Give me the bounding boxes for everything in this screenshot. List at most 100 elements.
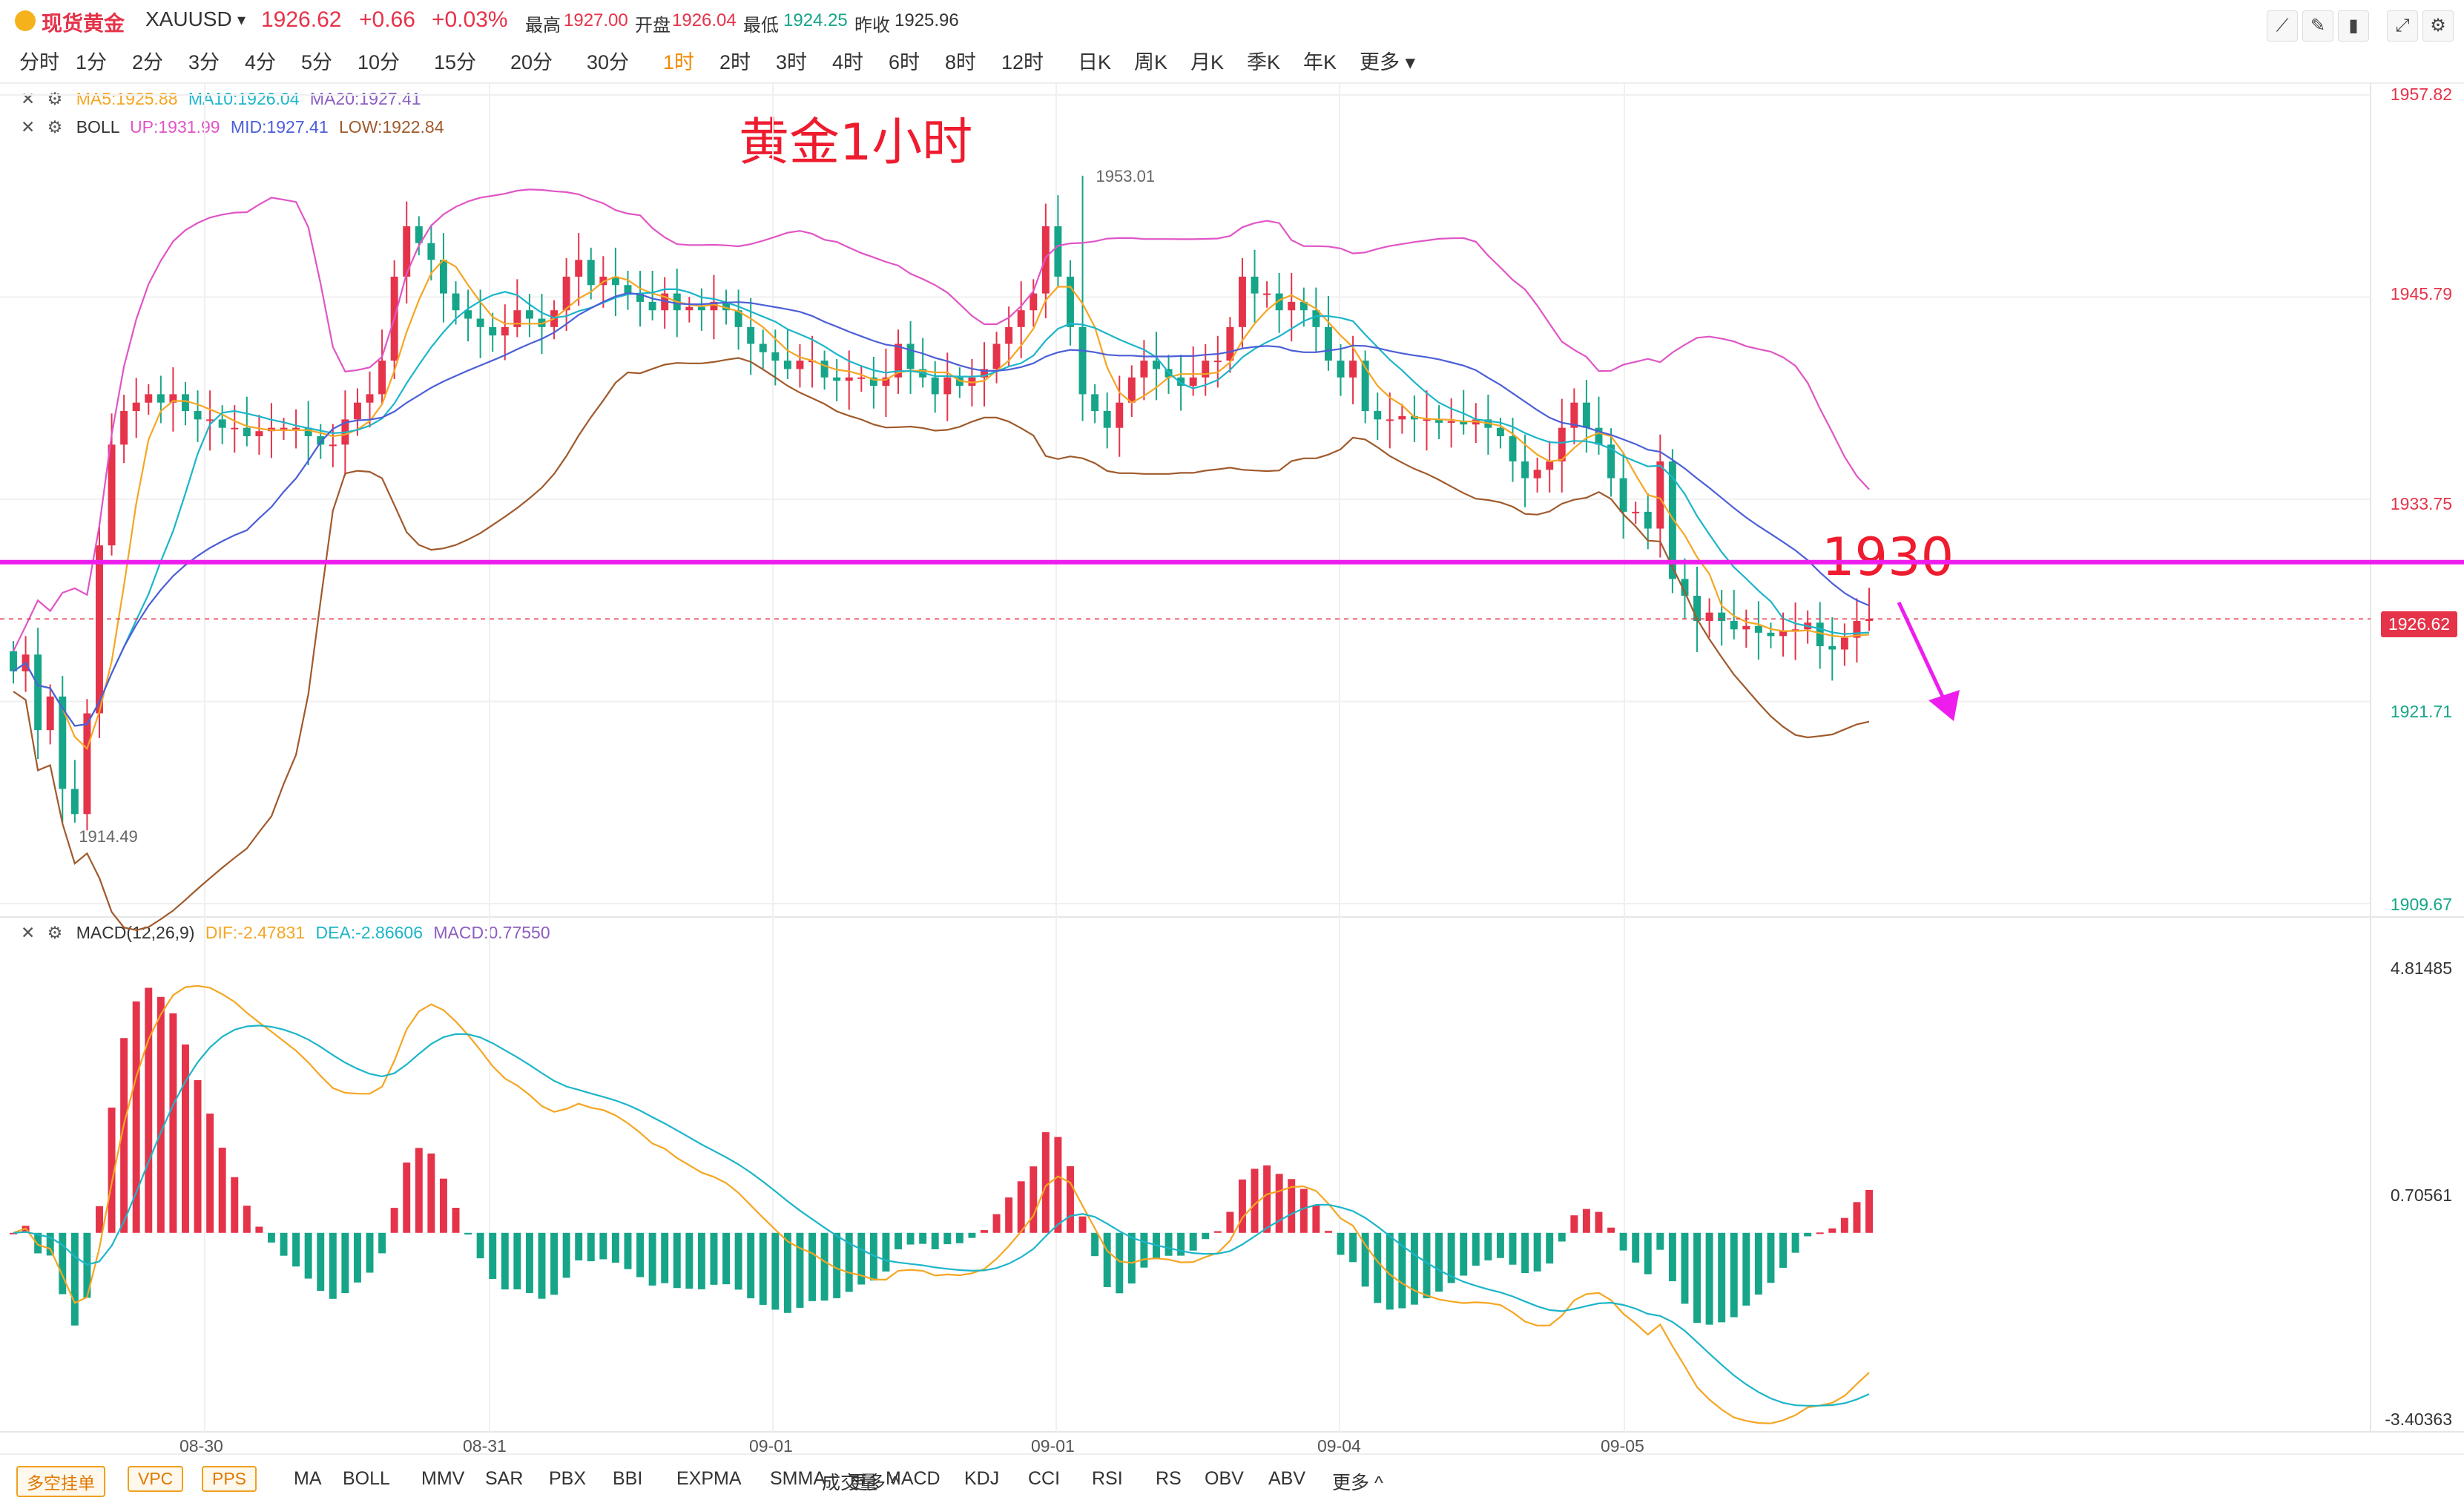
timeframe-15[interactable]: 8时: [945, 51, 977, 73]
sub-indicator-3[interactable]: CCI: [1028, 1468, 1061, 1489]
macd-histogram-bar: [1017, 1181, 1025, 1233]
main-indicator-5[interactable]: BBI: [613, 1468, 643, 1489]
timeframe-14[interactable]: 6时: [889, 51, 920, 73]
timeframe-4[interactable]: 4分: [245, 51, 277, 73]
macd-histogram-bar: [427, 1153, 435, 1233]
close-icon[interactable]: ✕: [21, 117, 36, 137]
instrument-name[interactable]: 现货黄金: [42, 12, 125, 35]
candle-body: [1177, 377, 1185, 387]
timeframe-18[interactable]: 周K: [1134, 51, 1168, 73]
timeframe-12[interactable]: 3时: [776, 51, 808, 73]
timeframe-20[interactable]: 季K: [1247, 51, 1281, 73]
timeframe-1[interactable]: 1分: [76, 51, 108, 73]
macd-histogram-bar: [341, 1232, 349, 1294]
macd-dif-line: [13, 984, 1870, 1424]
timeframe-16[interactable]: 12时: [1001, 51, 1044, 73]
sub-indicator-2[interactable]: KDJ: [964, 1468, 1000, 1489]
timeframe-10[interactable]: 1时: [663, 51, 695, 73]
timeframe-19[interactable]: 月K: [1190, 51, 1225, 73]
candle-body: [1030, 293, 1038, 311]
sub-indicator-6[interactable]: OBV: [1205, 1468, 1244, 1489]
macd-histogram-bar: [1275, 1174, 1283, 1233]
timeframe-5[interactable]: 5分: [301, 51, 333, 73]
macd-histogram-bar: [1299, 1188, 1308, 1233]
vpc-button[interactable]: VPC: [128, 1466, 184, 1492]
timeframe-0[interactable]: 分时: [19, 51, 59, 73]
candle-body: [1644, 511, 1652, 529]
main-indicator-8[interactable]: 更多 ^: [849, 1473, 900, 1493]
main-indicator-4[interactable]: PBX: [549, 1468, 587, 1489]
candle-body: [1742, 625, 1750, 630]
gear-icon[interactable]: ⚙: [47, 923, 63, 942]
symbol-dropdown-icon[interactable]: ▾: [237, 10, 246, 29]
timeframe-17[interactable]: 日K: [1078, 51, 1112, 73]
fullscreen-icon[interactable]: ⤢: [2387, 10, 2418, 42]
timeframe-3[interactable]: 3分: [188, 51, 220, 73]
timeframe-2[interactable]: 2分: [132, 51, 164, 73]
main-indicator-0[interactable]: MA: [294, 1468, 322, 1489]
macd-histogram-bar: [145, 987, 153, 1233]
max-price-marker: 1953.01: [1096, 167, 1156, 185]
pen-icon[interactable]: ✎: [2302, 10, 2333, 42]
candle-body: [1570, 402, 1578, 428]
timeframe-9[interactable]: 30分: [587, 51, 630, 73]
candle-body: [587, 260, 595, 286]
close-icon[interactable]: ✕: [21, 89, 36, 108]
timeframe-22[interactable]: 更多 ▾: [1360, 51, 1416, 73]
date-label: 08-31: [463, 1436, 507, 1456]
high-label: 最高: [525, 16, 561, 36]
boll-mid-label: MID:1927.41: [230, 117, 329, 137]
timeframe-21[interactable]: 年K: [1303, 51, 1337, 73]
sub-indicator-1[interactable]: MACD: [886, 1468, 941, 1489]
ma5-line: [13, 258, 1870, 751]
main-indicator-6[interactable]: EXPMA: [676, 1468, 742, 1489]
macd-histogram-bar: [415, 1148, 423, 1233]
sub-indicator-7[interactable]: ABV: [1268, 1468, 1306, 1489]
sub-indicator-4[interactable]: RSI: [1092, 1468, 1123, 1489]
macd-histogram-bar: [1030, 1166, 1038, 1233]
high-value: 1927.00: [564, 10, 628, 30]
candle-body: [1386, 419, 1394, 421]
macd-histogram-bar: [1656, 1232, 1664, 1250]
candle-body: [489, 326, 497, 336]
candle-body: [820, 361, 829, 378]
instrument-symbol[interactable]: XAUUSD: [145, 7, 232, 30]
pps-button[interactable]: PPS: [202, 1466, 257, 1492]
candle-body: [1681, 579, 1689, 596]
macd-histogram-bar: [1337, 1232, 1345, 1255]
gear-icon[interactable]: ⚙: [47, 117, 63, 137]
settings-icon[interactable]: ⚙: [2422, 10, 2454, 42]
close-icon[interactable]: ✕: [21, 923, 36, 942]
macd-histogram-bar: [1041, 1132, 1050, 1233]
timeframe-11[interactable]: 2时: [719, 51, 751, 73]
macd-histogram-bar: [734, 1232, 742, 1290]
main-indicator-1[interactable]: BOLL: [343, 1468, 390, 1489]
main-indicator-3[interactable]: SAR: [485, 1468, 524, 1489]
candle-body: [1361, 361, 1369, 412]
gear-icon[interactable]: ⚙: [47, 89, 63, 108]
long-short-orders-button[interactable]: 多空挂单: [16, 1466, 105, 1497]
main-indicator-7[interactable]: SMMA: [770, 1468, 826, 1489]
candle-style-icon[interactable]: ▮: [2338, 10, 2369, 42]
timeframe-7[interactable]: 15分: [434, 51, 477, 73]
candle-body: [1632, 511, 1640, 513]
timeframe-8[interactable]: 20分: [510, 51, 553, 73]
date-label: 09-05: [1601, 1436, 1644, 1456]
macd-histogram-bar: [489, 1232, 497, 1279]
sub-indicator-5[interactable]: RS: [1156, 1468, 1182, 1489]
sub-indicator-0[interactable]: 成交量: [822, 1473, 878, 1493]
main-indicator-2[interactable]: MMV: [421, 1468, 465, 1489]
macd-histogram-bar: [231, 1177, 239, 1233]
macd-histogram-bar: [1632, 1232, 1640, 1263]
macd-histogram-bar: [955, 1232, 963, 1243]
draw-line-icon[interactable]: ⟋: [2267, 10, 2298, 42]
candle-body: [1213, 361, 1222, 363]
candle-body: [624, 285, 632, 294]
timeframe-6[interactable]: 10分: [358, 51, 401, 73]
macd-histogram-bar: [648, 1232, 656, 1286]
macd-histogram-bar: [1177, 1232, 1185, 1256]
sub-indicator-8[interactable]: 更多 ^: [1332, 1473, 1383, 1493]
candle-body: [1730, 621, 1738, 630]
timeframe-13[interactable]: 4时: [832, 51, 864, 73]
